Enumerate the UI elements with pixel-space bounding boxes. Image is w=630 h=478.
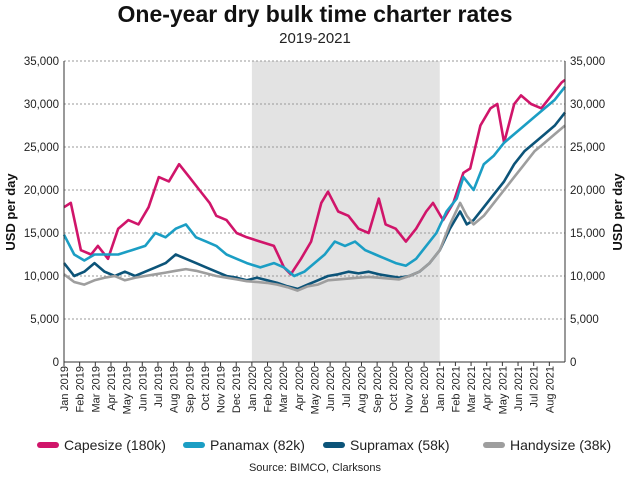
y-tick-label-left: 30,000	[24, 99, 59, 111]
x-tick-label: Sep 2020	[372, 366, 384, 413]
x-tick-label: Jul 2020	[341, 366, 353, 408]
shaded-period-layer	[251, 61, 440, 362]
x-tick-label: Aug 2020	[357, 366, 369, 413]
x-tick-label: Mar 2019	[90, 366, 102, 412]
y-axis-label-left: USD per day	[3, 173, 18, 251]
shaded-period	[251, 61, 440, 362]
x-tick-label: Jun 2020	[325, 366, 337, 411]
x-tick-label: Sep 2019	[184, 366, 196, 413]
legend-label: Handysize (38k)	[510, 437, 611, 453]
x-tick-label: Jan 2020	[247, 366, 259, 411]
x-tick-label: Apr 2020	[294, 366, 306, 411]
x-tick-label: Oct 2020	[388, 366, 400, 411]
y-tick-label-right: 30,000	[570, 99, 605, 111]
series-line-handysize	[63, 124, 566, 292]
legend-label: Supramax (58k)	[350, 437, 450, 453]
x-tick-label: Jan 2021	[435, 366, 447, 411]
series-layer	[62, 78, 567, 292]
x-tick-label: Jul 2019	[153, 366, 165, 408]
y-tick-label-right: 15,000	[570, 228, 605, 240]
y-axis-label-right: USD per day	[610, 173, 625, 251]
x-tick-label: May 2021	[497, 366, 509, 414]
y-tick-label-left: 0	[53, 357, 59, 369]
y-tick-label-right: 0	[570, 357, 576, 369]
y-tick-label-left: 35,000	[24, 56, 59, 68]
series-line-capesize	[63, 78, 566, 276]
chart-subtitle: 2019-2021	[279, 30, 351, 47]
series-line-supramax	[62, 111, 567, 291]
x-tick-label: Jun 2021	[513, 366, 525, 411]
x-tick-label: Feb 2020	[263, 366, 275, 412]
y-tick-label-right: 20,000	[570, 185, 605, 197]
y-tick-label-right: 25,000	[570, 142, 605, 154]
y-tick-label-left: 5,000	[30, 314, 59, 326]
x-tick-label: Aug 2021	[544, 366, 556, 413]
legend-label: Capesize (180k)	[64, 437, 166, 453]
source-note: Source: BIMCO, Clarksons	[248, 462, 382, 474]
x-tick-label: Oct 2019	[200, 366, 212, 411]
y-tick-label-right: 5,000	[570, 314, 599, 326]
x-tick-label: Feb 2021	[450, 366, 462, 412]
chart-title: One-year dry bulk time charter rates	[117, 1, 513, 27]
x-tick-label: May 2020	[310, 366, 322, 414]
x-tick-label: Aug 2019	[169, 366, 181, 413]
x-tick-label: May 2019	[122, 366, 134, 414]
x-tick-label: Nov 2019	[216, 366, 228, 413]
axes-layer: 0 0 5,000 5,000 10,000 10,000 15,000 15,000 20,0…	[24, 56, 605, 414]
x-tick-label: Jun 2019	[137, 366, 149, 411]
x-tick-label: Nov 2020	[403, 366, 415, 413]
x-tick-label: Mar 2020	[278, 366, 290, 412]
gridlines-layer	[64, 60, 565, 320]
y-tick-label-right: 10,000	[570, 271, 605, 283]
y-tick-label-left: 10,000	[24, 271, 59, 283]
y-tick-label-right: 35,000	[570, 56, 605, 68]
legend: Capesize (180k) Panamax (82k) Supramax (58…	[37, 437, 611, 453]
y-tick-label-left: 15,000	[24, 228, 59, 240]
x-tick-label: Jan 2019	[59, 366, 71, 411]
y-tick-label-left: 20,000	[24, 185, 59, 197]
y-tick-label-left: 25,000	[24, 142, 59, 154]
x-tick-label: Dec 2020	[419, 366, 431, 413]
x-tick-label: Feb 2019	[75, 366, 87, 412]
x-tick-label: Apr 2019	[106, 366, 118, 411]
x-tick-label: Apr 2021	[482, 366, 494, 411]
legend-label: Panamax (82k)	[210, 437, 305, 453]
series-line-panamax	[62, 85, 567, 278]
x-tick-label: Mar 2021	[466, 366, 478, 412]
x-tick-label: Jul 2021	[529, 366, 541, 408]
x-tick-label: Dec 2019	[231, 366, 243, 413]
